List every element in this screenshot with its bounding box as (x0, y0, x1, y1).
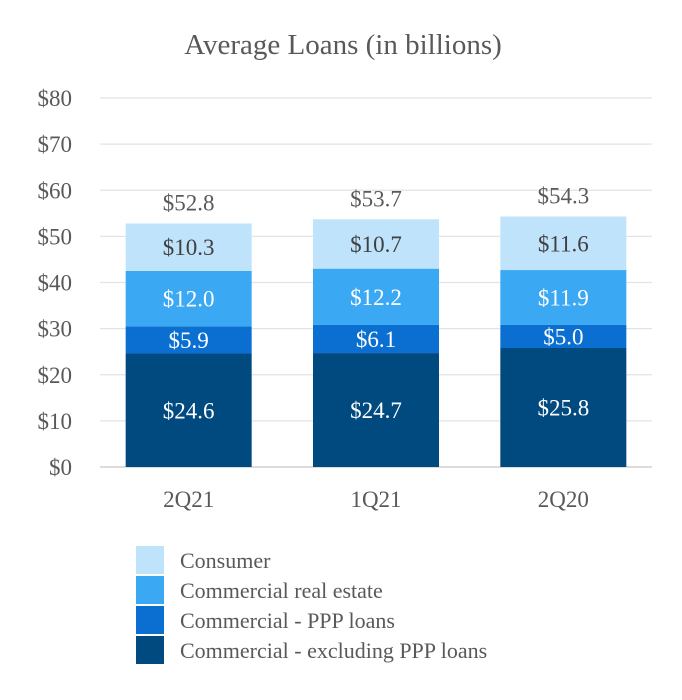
bar-segment-label: $25.8 (537, 395, 589, 420)
bar-total-label: $54.3 (537, 184, 589, 209)
bar-segment-label: $24.7 (350, 398, 402, 423)
y-tick-label: $40 (38, 271, 73, 296)
y-tick-label: $70 (38, 132, 73, 157)
bar-segment-label: $12.0 (163, 287, 215, 312)
chart-title: Average Loans (in billions) (184, 29, 502, 61)
bar-segment (313, 324, 439, 354)
bar-segment (500, 347, 627, 467)
bar-segment (313, 268, 439, 325)
bar-segment (125, 270, 252, 327)
bar-segment (313, 219, 439, 269)
legend-label: Consumer (180, 548, 271, 573)
bar-segment (313, 353, 439, 467)
y-tick-label: $0 (49, 455, 72, 480)
legend-label: Commercial - PPP loans (180, 608, 395, 633)
bar-segment-label: $12.2 (350, 285, 402, 310)
bar-segment-label: $10.7 (350, 232, 402, 257)
bar-segment-label: $5.0 (543, 324, 583, 349)
bar-segment (125, 223, 252, 271)
legend-swatch (136, 606, 164, 634)
bar-segment (500, 216, 627, 271)
x-category-label: 1Q21 (350, 487, 401, 512)
y-tick-label: $80 (38, 86, 73, 111)
legend-swatch (136, 636, 164, 664)
y-tick-label: $20 (38, 363, 73, 388)
legend-label: Commercial real estate (180, 578, 383, 603)
bar-segment-label: $11.6 (538, 231, 589, 256)
bar-segment-label: $24.6 (163, 398, 215, 423)
y-tick-label: $50 (38, 224, 73, 249)
x-category-label: 2Q20 (538, 487, 589, 512)
legend-swatch (136, 546, 164, 574)
y-tick-label: $60 (38, 178, 73, 203)
bar-total-label: $52.8 (163, 190, 215, 215)
bar-segment (500, 324, 627, 348)
bar-segment-label: $11.9 (538, 285, 589, 310)
bar-segment-label: $5.9 (169, 328, 209, 353)
bars: $24.6 $5.9 $12.0 $10.3 $52.8 $24.7 $6.1 $12.2 $1… (125, 184, 627, 467)
y-tick-label: $30 (38, 317, 73, 342)
x-axis-categories: 2Q21 1Q21 2Q20 (163, 487, 589, 512)
legend-swatch (136, 576, 164, 604)
legend: Consumer Commercial real estate Commercial… (136, 546, 487, 664)
bar-segment (125, 353, 252, 467)
y-axis-ticks: $0 $10 $20 $30 $40 $50 $60 $70 $80 (38, 86, 73, 480)
x-category-label: 2Q21 (163, 487, 214, 512)
bar-segment (125, 326, 252, 354)
bar-segment-label: $10.3 (163, 235, 215, 260)
legend-label: Commercial - excluding PPP loans (180, 638, 487, 663)
bar-segment-label: $6.1 (356, 327, 396, 352)
y-tick-label: $10 (38, 409, 73, 434)
bar-segment (500, 270, 627, 325)
bar-total-label: $53.7 (350, 186, 402, 211)
